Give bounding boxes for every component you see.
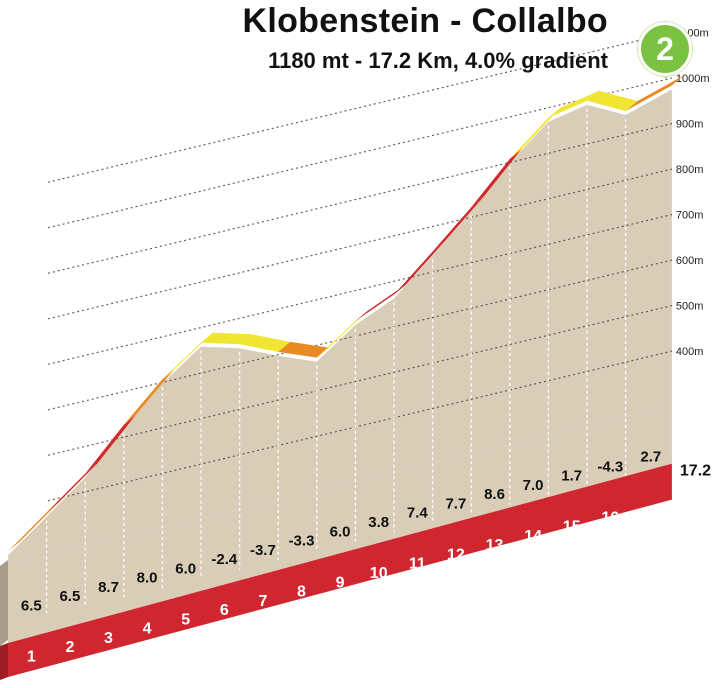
altitude-tick-label: 700m — [676, 210, 704, 222]
km-label: 4 — [143, 621, 152, 638]
gradient-label: -4.3 — [597, 458, 623, 475]
altitude-tick-label: 900m — [676, 119, 704, 131]
km-band-side — [0, 643, 8, 680]
gradient-label: 6.0 — [330, 523, 351, 540]
stage-number-badge: 2 — [638, 22, 692, 76]
km-band — [8, 463, 672, 677]
km-label: 16 — [601, 509, 619, 526]
altitude-gridline — [47, 31, 673, 183]
gradient-segment — [239, 334, 291, 352]
km-label: 13 — [486, 537, 504, 554]
gradient-label: 2.7 — [640, 449, 661, 466]
km-label: 10 — [370, 565, 388, 582]
km-label: 8 — [297, 584, 306, 601]
km-label: 11 — [409, 556, 426, 573]
ground-area — [8, 89, 672, 565]
gradient-segment — [548, 90, 599, 118]
gradient-segment — [432, 197, 484, 252]
gradient-segment — [162, 332, 213, 380]
gradient-label: 8.7 — [98, 579, 119, 596]
km-label: 14 — [524, 528, 542, 545]
gradient-label: 6.0 — [175, 560, 196, 577]
km-label: 7 — [258, 593, 267, 610]
gradient-label: 6.5 — [21, 597, 42, 614]
gradient-label: 8.6 — [484, 486, 505, 503]
gradient-label: 1.7 — [561, 468, 582, 485]
gradient-label: 3.8 — [368, 514, 389, 531]
km-label: 3 — [104, 630, 113, 647]
gradient-label: 7.0 — [523, 477, 544, 494]
altitude-gridline — [47, 77, 673, 229]
altitude-gridline — [47, 350, 673, 502]
km-label: 6 — [220, 602, 229, 619]
altitude-gridline — [47, 213, 673, 365]
gradient-segment — [85, 414, 136, 474]
km-label: 9 — [336, 574, 345, 591]
altitude-tick-label: 1000m — [676, 73, 710, 85]
altitude-tick-label: 800m — [676, 164, 704, 176]
gradient-segment — [46, 463, 98, 513]
km-label: 2 — [65, 639, 74, 656]
km-label: 12 — [447, 546, 465, 563]
gradient-label: 6.5 — [59, 588, 80, 605]
chart-subtitle: 1180 mt - 17.2 Km, 4.0% gradient — [268, 48, 608, 73]
altitude-tick-label: 400m — [676, 346, 704, 358]
km-label: 15 — [563, 519, 581, 536]
gradient-label: 7.4 — [407, 505, 429, 522]
altitude-gridline — [47, 304, 673, 456]
km-label: 5 — [181, 611, 190, 628]
altitude-gridline — [47, 122, 673, 274]
gradient-segment — [471, 148, 522, 208]
altitude-gridline — [47, 168, 673, 320]
gradient-segment — [509, 107, 561, 159]
total-distance-label: 17.2 — [680, 463, 711, 480]
gradient-segment — [587, 90, 638, 112]
gradient-label: -2.4 — [211, 551, 238, 568]
altitude-tick-label: 600m — [676, 255, 704, 267]
gradient-label: 8.0 — [137, 570, 158, 587]
ground-side-face — [0, 560, 8, 646]
gradient-label: -3.3 — [289, 533, 315, 550]
chart-title: Klobenstein - Collalbo — [242, 2, 608, 40]
gradient-segment — [625, 75, 684, 112]
gradient-segment — [278, 341, 329, 358]
gradient-segment — [8, 502, 59, 552]
gradient-segment — [316, 311, 368, 358]
gradient-segment — [355, 284, 406, 322]
km-label: 1 — [27, 648, 36, 665]
altitude-gridline — [47, 259, 673, 411]
gradient-label: -3.7 — [250, 542, 276, 559]
gradient-segment — [201, 332, 252, 345]
gradient-label: 7.7 — [445, 495, 466, 512]
gradient-segment — [123, 369, 175, 425]
gradient-segment — [394, 241, 445, 295]
ground-strip — [8, 405, 672, 643]
altitude-tick-label: 500m — [676, 301, 704, 313]
